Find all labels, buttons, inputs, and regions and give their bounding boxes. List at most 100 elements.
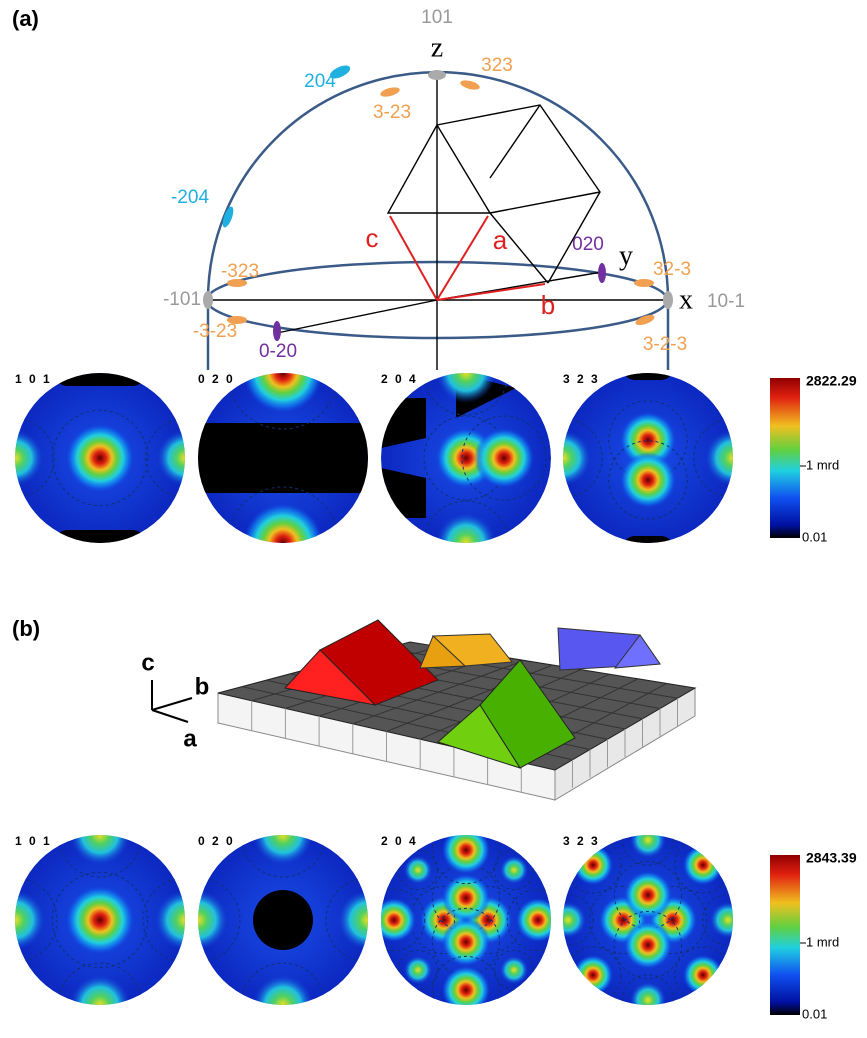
density-spot (500, 956, 528, 984)
colorbar-mid: 1 mrd (806, 457, 839, 472)
axis-b (152, 698, 192, 710)
lattice-vectors (390, 216, 545, 300)
pole-figure-title: 2 0 4 (381, 372, 418, 386)
pole-label: 3-23 (373, 102, 411, 123)
pole-label: -323 (221, 261, 259, 282)
density-spot (620, 452, 676, 508)
density-spot (442, 918, 490, 966)
density-spot (404, 956, 432, 984)
marker (663, 291, 673, 309)
axis-label: b (195, 673, 210, 700)
marker (203, 291, 213, 309)
pole-figure (156, 793, 410, 1033)
colorbar-max: 2843.39 (806, 850, 857, 866)
pole-figure-title: 1 0 1 (15, 372, 52, 386)
pole-label: 3-2-3 (643, 334, 687, 355)
vector-c (390, 216, 437, 300)
vector-b (437, 284, 545, 300)
pole-figure (381, 331, 551, 585)
marker (459, 79, 480, 92)
pole-figure-title: 1 0 1 (15, 834, 52, 848)
pole-label: c (366, 223, 379, 253)
pole-label: 10-1 (707, 291, 745, 312)
density-spot (550, 902, 586, 938)
pole-label: -101 (163, 289, 201, 310)
vector-a (437, 216, 488, 300)
figure: (a) 101 z 323 204 3-23 -204 c a 020 y -323 32-3 -101… (0, 0, 867, 1033)
colorbar-min: 0.01 (802, 1006, 827, 1021)
pole-label: 020 (572, 234, 604, 255)
axis-label: a (183, 725, 197, 752)
pole-figure (0, 358, 224, 558)
crystal-axes (152, 680, 192, 722)
pole-label: 0-20 (259, 341, 297, 362)
pole-label: -3-23 (193, 321, 237, 342)
low-density (623, 358, 673, 380)
low-density (55, 358, 145, 386)
marker (634, 279, 654, 287)
density-spot (66, 424, 134, 492)
low-density (183, 423, 383, 493)
density-spot (436, 343, 496, 403)
neg-y-axis (277, 300, 437, 333)
pole-figures-a: 1 0 1 0 2 0 2 0 4 3 2 3 2822.29 1 mrd 0.01 (0, 317, 857, 599)
pole-label: z (431, 32, 443, 63)
density-spot (573, 845, 613, 885)
body: {"panel_a": {"label": "(a)", "sphere_lab… (0, 0, 867, 1033)
pole-figure-title: 2 0 4 (381, 834, 418, 848)
density-spot (705, 430, 761, 486)
low-density (623, 536, 673, 558)
colorbar-max: 2822.29 (806, 373, 857, 389)
density-spot (630, 822, 666, 858)
colorbar-mid: 1 mrd (806, 934, 839, 949)
pole-figure-title: 3 2 3 (563, 372, 600, 386)
density-spot (70, 975, 130, 1033)
pole-label: 32-3 (653, 259, 691, 280)
pole-figure-title: 3 2 3 (563, 834, 600, 848)
pole-label: b (541, 290, 555, 320)
panel-label: (b) (12, 616, 40, 641)
pole-label: 101 (421, 7, 453, 28)
density-spot (474, 428, 534, 488)
colorbar-min: 0.01 (802, 529, 827, 544)
density-spot (253, 975, 313, 1033)
marker (273, 321, 281, 341)
pole-label: 323 (481, 55, 513, 76)
density-spot (500, 856, 528, 884)
density-spot (70, 805, 130, 865)
pole-label: 204 (304, 71, 336, 92)
density-spot (710, 902, 746, 938)
axis-a (152, 710, 188, 722)
density-spot (442, 826, 490, 874)
colorbar (770, 378, 800, 538)
density-spot (573, 955, 613, 995)
panel-label: (a) (12, 6, 39, 31)
sphere-labels: 101 z 323 204 3-23 -204 c a 020 y -323 32-3 -101 b x 10… (163, 7, 745, 362)
density-spot (404, 856, 432, 884)
pole-label: x (679, 284, 693, 315)
marker (428, 70, 446, 80)
unit-cell (388, 105, 600, 283)
density-spot (372, 898, 416, 942)
marker (598, 263, 606, 283)
axis-label: c (141, 649, 154, 676)
density-spot (436, 513, 496, 573)
pole-figure (524, 358, 772, 558)
pole-label: -204 (171, 187, 209, 208)
pole-figure-title: 0 2 0 (198, 372, 235, 386)
pole-label: y (619, 240, 633, 271)
pole-label: a (493, 225, 508, 255)
colorbar (770, 855, 800, 1015)
crystal-model (218, 620, 695, 800)
density-spot (66, 886, 134, 954)
low-density (55, 530, 145, 558)
density-spot (683, 845, 723, 885)
page: body { margin: 0; width: 867px; height: … (0, 0, 867, 1033)
density-spot (683, 955, 723, 995)
density-spot (243, 503, 323, 583)
density-spot (624, 921, 672, 969)
marker (379, 86, 400, 99)
density-spot (253, 805, 313, 865)
density-spot (442, 966, 490, 1014)
